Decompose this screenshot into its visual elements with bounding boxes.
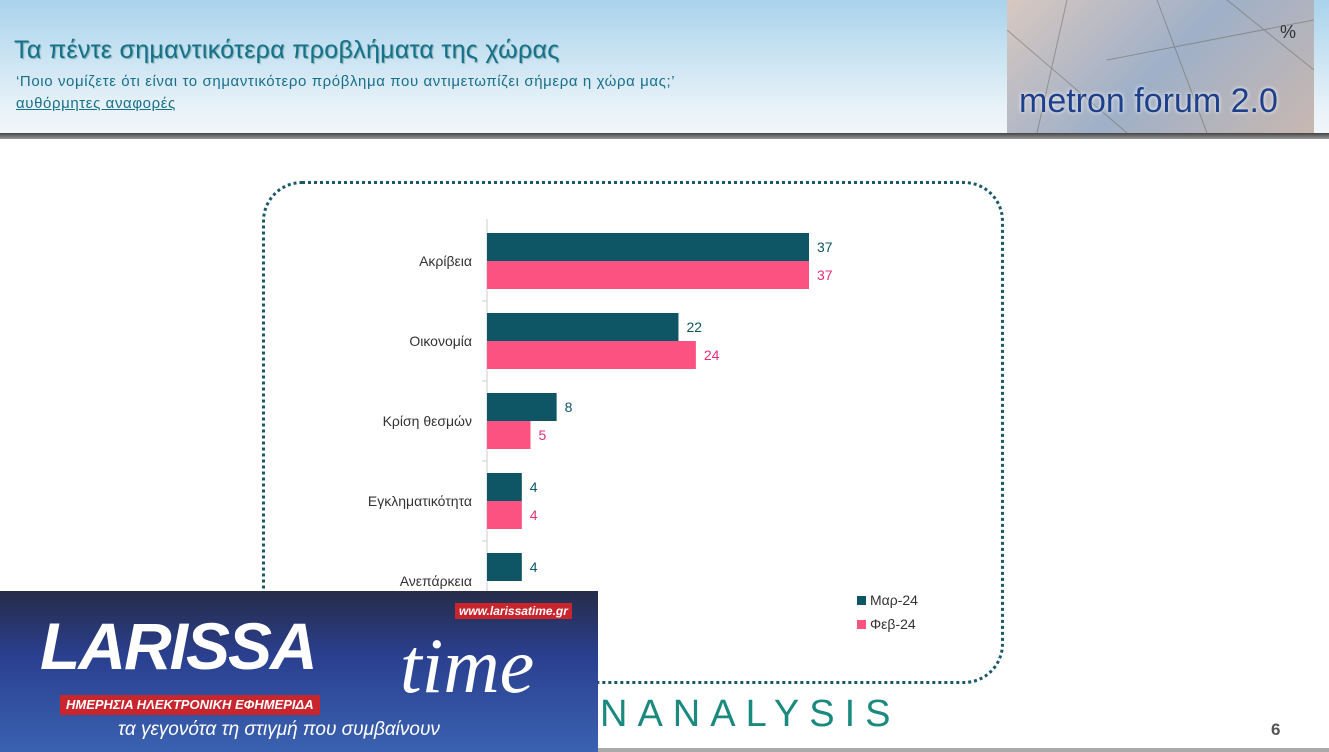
- bar-feb: [487, 501, 522, 529]
- bar-feb: [487, 261, 809, 289]
- data-label: 4: [530, 559, 538, 575]
- bar-feb: [487, 421, 531, 449]
- bar-mar: [487, 313, 679, 341]
- bar-mar: [487, 553, 522, 581]
- footer-line: [598, 748, 1329, 752]
- category-label: Οικονομία: [409, 333, 472, 349]
- data-label: 24: [704, 347, 720, 363]
- banner-url[interactable]: www.larissatime.gr: [455, 603, 572, 620]
- larissatime-banner[interactable]: LARISSA time www.larissatime.gr ΗΜΕΡΗΣΙΑ…: [0, 591, 598, 752]
- category-label: Κρίση θεσμών: [383, 413, 472, 429]
- data-label: 8: [565, 399, 573, 415]
- legend-swatch: [857, 595, 866, 605]
- analysis-logo: NANALYSIS: [600, 693, 901, 735]
- legend-item-mar: Μαρ-24: [857, 592, 918, 608]
- chart-frame: [262, 181, 1004, 684]
- bar-mar: [487, 393, 557, 421]
- data-label: 37: [817, 267, 833, 283]
- banner-brand-right: time: [400, 622, 535, 709]
- legend-swatch: [857, 619, 866, 629]
- metron-forum-logo: % metron forum 2.0: [1007, 0, 1314, 133]
- data-label: 37: [817, 239, 833, 255]
- bar-mar: [487, 233, 809, 261]
- data-label: 4: [530, 507, 538, 523]
- data-label: 5: [539, 427, 547, 443]
- percent-symbol: %: [1279, 22, 1296, 42]
- category-label: Ανεπάρκεια: [400, 573, 472, 589]
- legend-item-feb: Φεβ-24: [857, 616, 918, 632]
- legend-label: Φεβ-24: [870, 616, 916, 632]
- header-divider: [0, 133, 1329, 139]
- page-number: 6: [1271, 720, 1281, 739]
- legend: Μαρ-24 Φεβ-24: [857, 592, 918, 640]
- bar-mar: [487, 473, 522, 501]
- page-title: Τα πέντε σημαντικότερα προβλήματα της χώ…: [14, 36, 560, 64]
- banner-tagline: ΗΜΕΡΗΣΙΑ ΗΛΕΚΤΡΟΝΙΚΗ ΕΦΗΜΕΡΙΔΑ: [60, 695, 320, 715]
- bar-feb: [487, 341, 696, 369]
- banner-brand-left: LARISSA: [40, 609, 318, 683]
- data-label: 22: [686, 319, 702, 335]
- data-label: 4: [530, 479, 538, 495]
- category-label: Ακρίβεια: [419, 253, 472, 269]
- page-subtitle: ‘Ποιο νομίζετε ότι είναι το σημαντικότερ…: [16, 73, 676, 90]
- logo-text: metron forum 2.0: [1019, 82, 1278, 120]
- banner-slogan: τα γεγονότα τη στιγμή που συμβαίνουν: [118, 719, 440, 740]
- category-label: Εγκληματικότητα: [368, 493, 472, 509]
- page-note: αυθόρμητες αναφορές: [16, 95, 176, 112]
- legend-label: Μαρ-24: [870, 592, 918, 608]
